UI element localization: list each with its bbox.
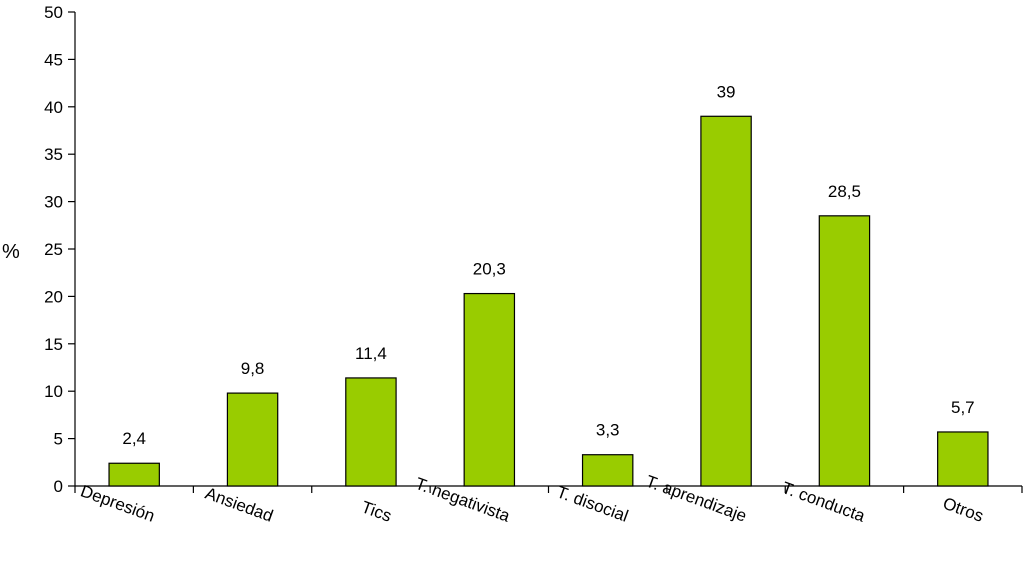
bar — [345, 377, 397, 487]
y-axis: 0 5 10 15 20 25 30 35 40 45 50 — [44, 3, 76, 496]
y-tick-label: 40 — [44, 98, 63, 117]
x-tick-label: Tics — [359, 497, 394, 525]
y-axis-label: % — [2, 241, 20, 263]
bar — [937, 431, 989, 487]
y-tick-label: 15 — [44, 335, 63, 354]
y-tick-label: 20 — [44, 287, 63, 306]
data-label: 2,4 — [122, 429, 146, 448]
data-label: 11,4 — [355, 344, 387, 363]
y-tick-label: 5 — [54, 430, 63, 449]
y-tick-label: 10 — [44, 382, 63, 401]
x-tick-label: Ansiedad — [203, 484, 276, 526]
y-tick-label: 0 — [54, 477, 63, 496]
bar — [581, 454, 634, 487]
y-tick-label: 45 — [44, 50, 63, 69]
x-axis: Depresión Ansiedad Tics T. negativista T. di… — [74, 472, 1023, 526]
data-label: 5,7 — [951, 398, 975, 417]
data-label: 28,5 — [828, 182, 861, 201]
y-tick-label: 35 — [44, 145, 63, 164]
bar — [108, 462, 160, 487]
data-labels: 2,4 9,8 11,4 20,3 3,3 39 28,5 5,7 — [122, 82, 974, 448]
bar — [700, 115, 752, 487]
y-tick-label: 30 — [44, 193, 63, 212]
bars — [108, 115, 989, 487]
y-tick-label: 50 — [44, 3, 63, 22]
x-tick-label: Otros — [940, 494, 986, 526]
x-tick-label: T. disocial — [554, 482, 631, 525]
y-tick-label: 25 — [44, 240, 63, 259]
bar — [463, 292, 516, 487]
bar — [226, 392, 279, 487]
bar — [818, 215, 871, 487]
data-label: 20,3 — [473, 260, 506, 279]
data-label: 39 — [717, 82, 736, 101]
data-label: 9,8 — [241, 359, 265, 378]
x-tick-label: Depresión — [78, 481, 157, 525]
data-label: 3,3 — [596, 421, 620, 440]
